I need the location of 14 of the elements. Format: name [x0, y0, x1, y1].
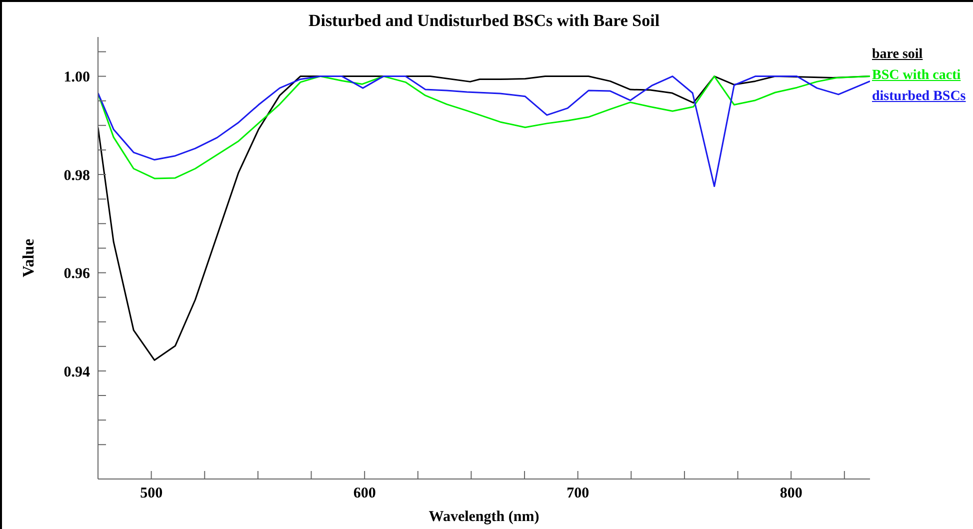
series-label: disturbed BSCs: [872, 88, 966, 106]
x-tick-label: 500: [140, 486, 163, 502]
series-label: BSC with cacti: [872, 67, 962, 85]
chart-title: Disturbed and Undisturbed BSCs with Bare Soil: [307, 11, 661, 31]
y-tick-label: 1.00: [64, 70, 90, 86]
y-tick-label: 0.96: [64, 266, 90, 282]
x-tick-label: 800: [780, 486, 802, 502]
x-tick-label: 600: [353, 486, 376, 502]
series-label: bare soil: [872, 46, 924, 64]
y-axis-title: Value: [20, 238, 38, 278]
y-tick-label: 0.98: [64, 168, 90, 184]
y-tick-label: 0.94: [64, 364, 90, 380]
x-tick-label: 700: [566, 486, 590, 502]
x-axis-title: Wavelength (nm): [428, 509, 540, 525]
